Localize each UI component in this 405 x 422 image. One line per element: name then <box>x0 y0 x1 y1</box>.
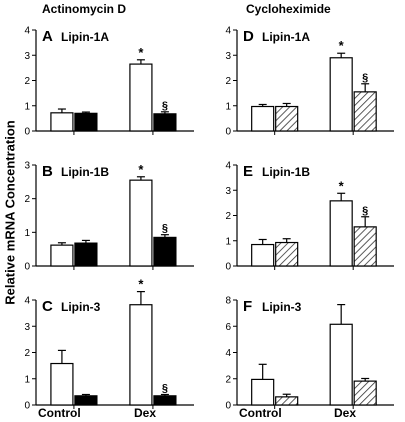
panel-f-ytick-label: 2 <box>225 374 231 385</box>
panel-c-bar-control-inhibitor <box>74 395 98 406</box>
panel-a-ytick-label: 4 <box>24 26 30 37</box>
x-category-dex-right: Dex <box>334 406 357 420</box>
panel-e-ytick-label: 4 <box>225 161 231 172</box>
panel-e-bar-control-inhibitor <box>275 241 299 267</box>
panel-d-bar-control-inhibitor <box>275 105 299 132</box>
panel-f-bar-dex-inhibitor <box>353 380 377 406</box>
panel-e-ytick-label: 3 <box>225 186 231 197</box>
panel-c-bar-dex-inhibitor <box>153 395 177 406</box>
panel-e-bar-dex-vehicle <box>329 200 353 267</box>
panel-a-bar-dex-vehicle <box>129 63 153 132</box>
panel-b-title: Lipin-1B <box>61 165 109 179</box>
panel-e-ytick-label: 2 <box>225 211 231 222</box>
panel-e-significance-mark: § <box>362 205 368 217</box>
panel-d-ytick-label: 3 <box>225 51 231 62</box>
panel-d-ytick-label: 4 <box>225 26 231 37</box>
panel-d-ytick-label: 0 <box>225 127 231 138</box>
panel-d-ytick-label: 2 <box>225 76 231 87</box>
panel-c-ytick-label: 4 <box>24 296 30 307</box>
panel-a-ytick-label: 2 <box>24 76 30 87</box>
panel-d-bar-control-vehicle <box>251 105 275 132</box>
panel-d-significance-mark: * <box>339 38 345 53</box>
panel-b-ytick-label: 0 <box>24 262 30 273</box>
panel-f-ytick-label: 4 <box>225 348 231 359</box>
x-category-control-left: Control <box>38 406 81 420</box>
panel-f-bar-dex-vehicle <box>329 323 353 406</box>
panel-d-title: Lipin-1A <box>262 30 310 44</box>
column-title-actinomycin: Actinomycin D <box>42 2 127 16</box>
panel-d-bar-dex-vehicle <box>329 57 353 132</box>
panel-e-title: Lipin-1B <box>262 165 310 179</box>
panel-e-ytick-label: 1 <box>225 236 231 247</box>
panel-a-bar-control-vehicle <box>50 112 74 132</box>
panel-b-significance-mark: * <box>138 162 144 177</box>
panel-c-title: Lipin-3 <box>61 300 101 314</box>
panel-c-significance-mark: * <box>138 277 144 292</box>
panel-a-ytick-label: 0 <box>24 127 30 138</box>
panel-c-bar-control-vehicle <box>50 362 74 406</box>
panel-b-bar-dex-vehicle <box>129 179 153 267</box>
panel-a-bar-control-inhibitor <box>74 112 98 132</box>
panel-c-significance-mark: § <box>162 383 168 395</box>
panel-c-ytick-label: 2 <box>24 348 30 359</box>
panel-c-letter: C <box>42 298 53 315</box>
panel-a-ytick-label: 3 <box>24 51 30 62</box>
panel-a-letter: A <box>42 28 53 45</box>
panel-a-significance-mark: § <box>162 100 168 112</box>
panel-f-bar-control-inhibitor <box>275 396 299 406</box>
x-category-dex-left: Dex <box>134 406 157 420</box>
panel-d-bar-dex-inhibitor <box>353 91 377 132</box>
panel-f-ytick-label: 0 <box>225 401 231 412</box>
panel-f-letter: F <box>243 298 252 315</box>
panel-b-letter: B <box>42 163 53 180</box>
panel-e-bar-dex-inhibitor <box>353 226 377 267</box>
panel-d-ytick-label: 1 <box>225 101 231 112</box>
panel-f-title: Lipin-3 <box>262 300 302 314</box>
x-category-control-right: Control <box>239 406 282 420</box>
column-title-cycloheximide: Cycloheximide <box>246 2 331 16</box>
panel-e-ytick-label: 0 <box>225 262 231 273</box>
panel-c-ytick-label: 3 <box>24 322 30 333</box>
panel-a-ytick-label: 1 <box>24 101 30 112</box>
panel-c-ytick-label: 0 <box>24 401 30 412</box>
panel-f-ytick-label: 6 <box>225 322 231 333</box>
panel-d-significance-mark: § <box>362 72 368 84</box>
panel-f-ytick-label: 8 <box>225 296 231 307</box>
panel-b-ytick-label: 2 <box>24 194 30 205</box>
panel-b-bar-control-inhibitor <box>74 242 98 267</box>
panel-e-letter: E <box>243 163 253 180</box>
panel-a-title: Lipin-1A <box>61 30 109 44</box>
panel-e-bar-control-vehicle <box>251 243 275 267</box>
panel-a-bar-dex-inhibitor <box>153 113 177 132</box>
panel-b-significance-mark: § <box>162 223 168 235</box>
panel-b-bar-control-vehicle <box>50 244 74 267</box>
panel-b-bar-dex-inhibitor <box>153 236 177 267</box>
panel-c-bar-dex-vehicle <box>129 304 153 406</box>
panel-b-ytick-label: 3 <box>24 161 30 172</box>
panel-b-ytick-label: 1 <box>24 228 30 239</box>
panel-e-significance-mark: * <box>339 178 345 193</box>
panel-f-bar-control-vehicle <box>251 378 275 406</box>
panel-d-letter: D <box>243 28 254 45</box>
panel-a-significance-mark: * <box>138 45 144 60</box>
panel-c-ytick-label: 1 <box>24 374 30 385</box>
